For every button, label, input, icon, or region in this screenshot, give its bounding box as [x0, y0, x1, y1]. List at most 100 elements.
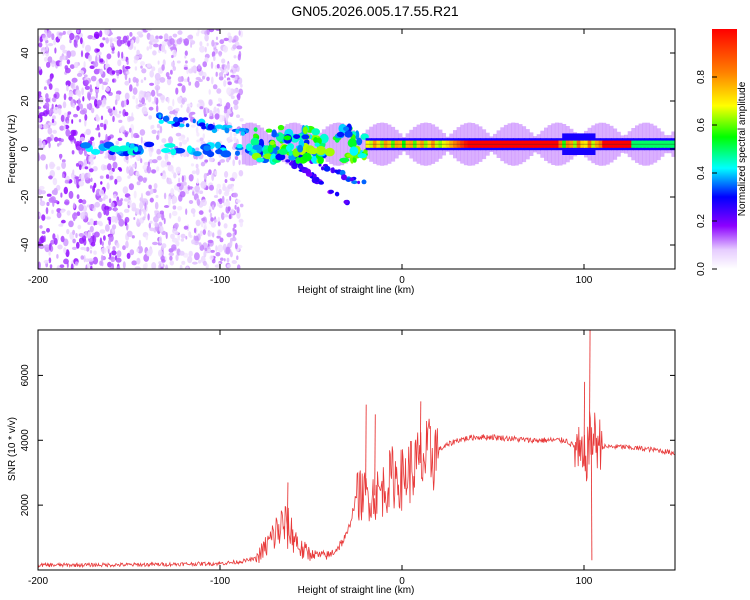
noise-speck — [53, 39, 56, 45]
noise-speck — [207, 108, 210, 114]
noise-speck — [151, 124, 155, 129]
zero-cluster — [133, 146, 139, 153]
noise-speck — [227, 35, 233, 43]
noise-speck — [179, 250, 185, 256]
noise-speck — [224, 187, 230, 195]
noise-speck — [225, 246, 231, 255]
noise-speck — [171, 54, 174, 59]
noise-speck — [224, 179, 228, 183]
noise-speck — [169, 110, 174, 115]
upper-streak-blob — [185, 123, 190, 128]
turbulence-blob — [357, 153, 367, 159]
noise-speck — [56, 211, 62, 219]
noise-speck — [61, 173, 65, 178]
noise-speck — [161, 259, 166, 263]
turbulence-blob — [344, 130, 353, 138]
noise-speck — [108, 170, 114, 175]
snr-xtick-label: -200 — [28, 576, 48, 587]
noise-speck — [132, 87, 138, 95]
noise-speck — [62, 101, 67, 109]
noise-speck — [113, 194, 117, 199]
noise-speck — [180, 233, 186, 239]
noise-speck — [227, 81, 232, 86]
noise-speck — [45, 93, 49, 100]
spectrogram-ylabel: Frequency (Hz) — [7, 115, 18, 184]
noise-speck — [96, 221, 100, 225]
noise-speck — [104, 155, 108, 159]
noise-speck — [153, 216, 159, 223]
noise-speck — [223, 37, 229, 42]
colorbar-label: Normalized spectral amplitude — [737, 81, 748, 216]
noise-speck — [46, 61, 51, 68]
noise-speck — [81, 199, 87, 205]
noise-speck — [63, 258, 69, 265]
noise-speck — [204, 247, 208, 252]
upper-streak-blob — [238, 127, 247, 132]
noise-speck — [116, 36, 122, 40]
noise-speck — [207, 230, 213, 237]
noise-speck — [217, 161, 221, 166]
noise-speck — [215, 71, 218, 77]
noise-speck — [145, 93, 149, 101]
noise-speck — [135, 171, 140, 176]
noise-speck — [99, 42, 105, 48]
noise-speck — [148, 115, 152, 120]
noise-speck — [142, 216, 146, 221]
noise-speck — [61, 159, 66, 163]
turbulence-blob — [275, 153, 286, 161]
noise-speck — [105, 57, 108, 65]
noise-speck — [233, 136, 237, 143]
noise-speck — [50, 196, 56, 203]
noise-speck — [99, 175, 104, 179]
noise-speck — [108, 219, 112, 225]
noise-speck — [99, 237, 103, 245]
turbulence-blob — [269, 140, 275, 146]
noise-speck — [49, 161, 55, 170]
noise-speck — [192, 57, 196, 63]
noise-speck — [170, 233, 175, 239]
noise-speck — [195, 126, 199, 134]
noise-speck — [78, 198, 83, 204]
noise-speck — [100, 247, 107, 254]
noise-speck — [212, 232, 215, 238]
noise-speck — [232, 44, 237, 50]
turbulence-blob — [314, 142, 320, 147]
noise-speck — [237, 53, 241, 61]
noise-speck — [92, 234, 95, 243]
noise-speck — [183, 225, 189, 230]
noise-speck — [105, 86, 110, 92]
band-halo — [329, 124, 334, 165]
noise-speck — [43, 259, 50, 264]
noise-speck — [87, 92, 91, 100]
noise-speck — [122, 261, 126, 269]
noise-speck — [135, 134, 140, 138]
noise-speck — [70, 129, 77, 137]
noise-speck — [66, 120, 70, 124]
noise-speck — [99, 30, 103, 38]
noise-speck — [190, 42, 193, 48]
noise-speck — [239, 203, 244, 208]
noise-speck — [86, 153, 89, 162]
noise-speck — [206, 172, 210, 176]
noise-speck — [110, 202, 115, 208]
noise-speck — [85, 128, 91, 136]
noise-speck — [177, 83, 183, 87]
snr-ytick-label: 2000 — [20, 494, 31, 517]
noise-speck — [216, 187, 219, 196]
noise-speck — [134, 266, 141, 269]
noise-speck — [51, 97, 57, 103]
colorbar-tick-label: 0.0 — [696, 262, 707, 276]
noise-speck — [124, 80, 130, 86]
noise-speck — [70, 50, 76, 57]
noise-speck — [99, 58, 104, 63]
noise-speck — [92, 141, 95, 148]
noise-speck — [114, 99, 118, 106]
noise-speck — [208, 99, 213, 106]
noise-speck — [232, 88, 239, 94]
noise-speck — [147, 213, 150, 221]
noise-speck — [207, 239, 214, 244]
noise-speck — [109, 252, 112, 258]
noise-speck — [82, 96, 85, 102]
snr-spike — [419, 401, 422, 463]
